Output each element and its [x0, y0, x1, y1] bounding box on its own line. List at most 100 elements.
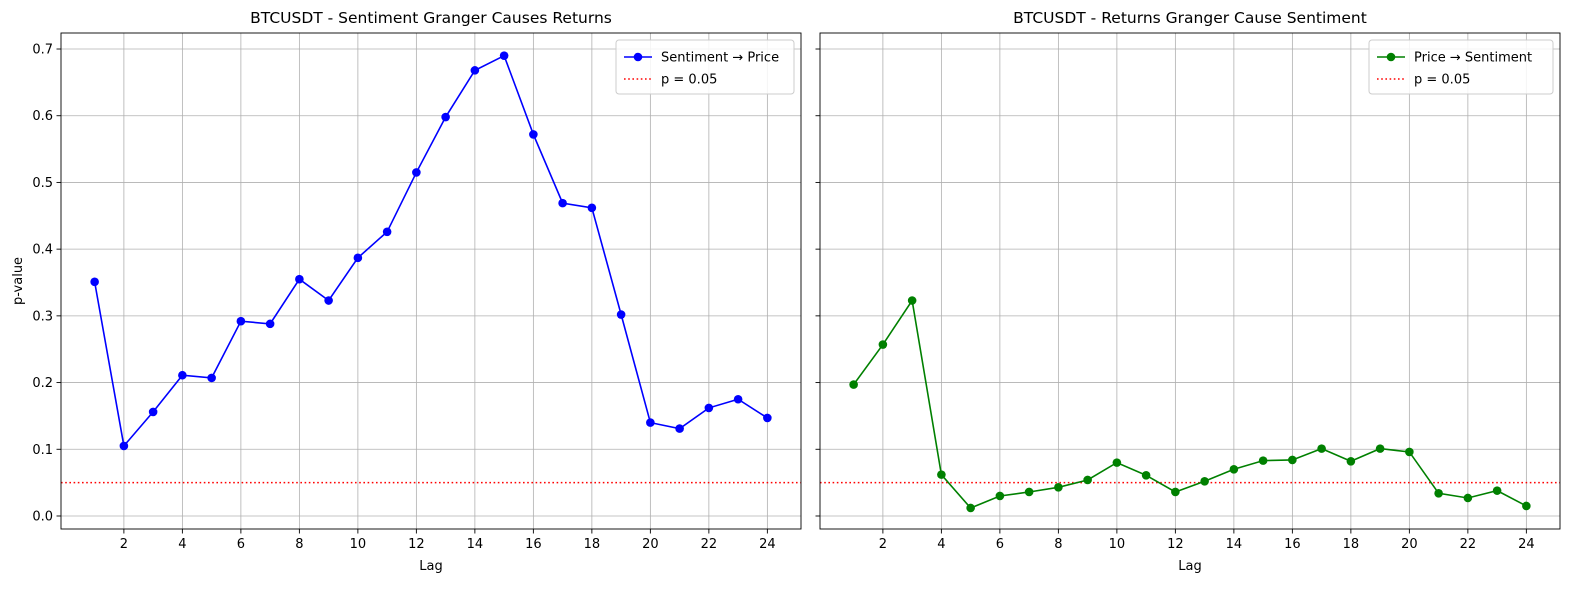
left-y-tick-label: 0.5 [32, 176, 53, 191]
left-data-point [441, 112, 450, 122]
left-x-tick-label: 4 [178, 537, 186, 552]
left-data-point [295, 274, 304, 284]
right-x-tick-label: 6 [996, 537, 1004, 552]
right-data-point [1054, 483, 1063, 492]
right-x-tick-label: 20 [1401, 537, 1418, 552]
left-axes-frame [60, 32, 802, 530]
right-x-tick-label: 24 [1518, 537, 1535, 552]
right-data-point [849, 380, 858, 389]
left-x-tick-label: 18 [584, 537, 601, 552]
right-x-tick-label: 18 [1343, 537, 1360, 552]
right-data-point [1288, 455, 1297, 465]
right-data-point [995, 491, 1005, 501]
right-x-tick-label: 16 [1284, 537, 1301, 552]
left-legend-series-swatch-marker [633, 52, 643, 62]
left-y-tick-label: 0.3 [32, 309, 53, 324]
right-data-point [1434, 489, 1443, 498]
left-y-tick-label: 0.6 [32, 109, 53, 124]
left-data-point [470, 66, 480, 75]
left-legend-reference-label: p = 0.05 [661, 73, 717, 88]
right-x-tick-label: 2 [879, 537, 887, 552]
left-data-point [558, 198, 567, 208]
left-y-tick-label: 0.4 [32, 243, 53, 258]
left-x-tick-label: 16 [525, 537, 542, 552]
left-series-line [93, 54, 768, 448]
right-data-point [1171, 487, 1180, 497]
left-data-point [499, 51, 509, 60]
left-y-axis-label: p-value [11, 257, 26, 305]
right-data-point [1258, 456, 1268, 465]
right-x-tick-label: 22 [1460, 537, 1477, 552]
left-x-tick-label: 14 [467, 537, 484, 552]
left-x-tick-label: 10 [350, 537, 367, 552]
left-x-tick-label: 12 [408, 537, 425, 552]
left-data-point [529, 130, 538, 139]
right-x-tick-label: 8 [1054, 537, 1062, 552]
right-x-tick-label: 10 [1109, 537, 1126, 552]
left-data-point [207, 373, 216, 383]
right-data-point [1083, 475, 1092, 485]
left-data-point [587, 203, 597, 213]
left-data-point [119, 441, 129, 451]
left-data-point [324, 296, 333, 305]
right-legend-reference-label: p = 0.05 [1414, 73, 1470, 88]
left-x-tick-label: 6 [237, 537, 245, 552]
right-data-point [1405, 447, 1414, 457]
left-x-tick-label: 20 [642, 537, 659, 552]
right-x-tick-label: 4 [937, 537, 945, 552]
left-legend: Sentiment → Price p = 0.05 [615, 39, 795, 95]
right-legend-box [1368, 39, 1554, 95]
right-data-point [1229, 464, 1239, 474]
left-data-point [353, 253, 363, 263]
left-data-point [616, 310, 626, 319]
right-data-point [1522, 501, 1531, 511]
left-data-point [763, 413, 772, 423]
left-x-tick-label: 2 [120, 537, 128, 552]
left-chart-title: BTCUSDT - Sentiment Granger Causes Retur… [250, 9, 612, 27]
right-data-point [878, 340, 888, 349]
right-data-point [1317, 444, 1326, 453]
right-x-tick-label: 12 [1167, 537, 1184, 552]
right-data-point [1112, 458, 1122, 467]
left-legend-series-label: Sentiment → Price [661, 51, 779, 66]
right-x-tick-label: 14 [1226, 537, 1243, 552]
right-data-point [1346, 456, 1356, 466]
right-data-point [907, 296, 917, 305]
left-x-tick-label: 8 [295, 537, 303, 552]
right-data-point [966, 503, 975, 513]
right-axes-frame [819, 32, 1561, 530]
left-y-tick-label: 0.0 [32, 509, 53, 524]
left-data-point [704, 403, 714, 413]
right-x-axis-label: Lag [1178, 559, 1201, 574]
left-x-tick-label: 24 [759, 537, 776, 552]
right-data-point [1375, 444, 1385, 453]
left-y-tick-label: 0.7 [32, 43, 53, 58]
right-data-point [1024, 487, 1034, 497]
left-data-point [733, 394, 743, 404]
left-data-point [265, 319, 275, 329]
right-data-point [937, 470, 946, 479]
left-data-point [412, 168, 421, 177]
left-data-point [675, 424, 684, 433]
right-chart-title: BTCUSDT - Returns Granger Cause Sentimen… [1013, 9, 1367, 27]
left-legend-box [615, 39, 795, 95]
right-data-point [1463, 493, 1473, 503]
left-y-tick-label: 0.2 [32, 376, 53, 391]
left-x-tick-label: 22 [701, 537, 718, 552]
left-data-point [178, 370, 187, 380]
left-data-point [90, 277, 99, 287]
left-y-tick-label: 0.1 [32, 443, 53, 458]
left-data-point [148, 407, 158, 417]
right-legend-series-swatch-marker [1386, 52, 1396, 62]
right-series-line [852, 298, 1527, 509]
left-data-point [236, 316, 246, 326]
right-data-point [1200, 477, 1209, 486]
left-x-axis-label: Lag [419, 559, 442, 574]
left-data-point [646, 418, 655, 427]
right-legend-series-label: Price → Sentiment [1414, 51, 1532, 66]
right-legend: Price → Sentiment p = 0.05 [1368, 39, 1554, 95]
left-data-point [382, 227, 392, 237]
